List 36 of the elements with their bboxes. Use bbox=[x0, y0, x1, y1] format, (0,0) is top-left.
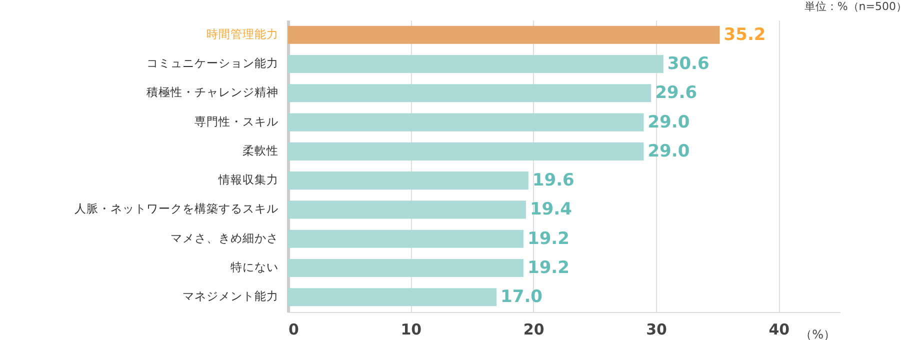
x-tick-label: 0 bbox=[288, 320, 299, 338]
y-tick-label: 特にない bbox=[230, 260, 278, 274]
bar bbox=[288, 230, 524, 248]
y-tick-label: 時間管理能力 bbox=[206, 26, 278, 41]
bar bbox=[288, 258, 524, 278]
y-tick-label: マメさ、きめ細かさ bbox=[170, 230, 278, 245]
data-label: 30.6 bbox=[667, 54, 710, 74]
data-label: 29.0 bbox=[648, 141, 690, 162]
x-tick-label: 10 bbox=[400, 320, 422, 338]
bar bbox=[288, 172, 528, 190]
x-tick-label: 30 bbox=[646, 320, 667, 338]
data-label: 29.0 bbox=[648, 112, 690, 132]
data-label: 29.6 bbox=[655, 83, 698, 104]
x-tick-label: 40 bbox=[768, 320, 790, 338]
y-tick-label: 専門性・スキル bbox=[194, 114, 278, 128]
text: 単位：%（n=500） bbox=[804, 0, 907, 13]
y-tick-label: マネジメント能力 bbox=[182, 289, 278, 304]
bar bbox=[288, 54, 664, 74]
data-label: 19.4 bbox=[530, 200, 572, 220]
bar bbox=[288, 142, 644, 160]
x-tick-label: 20 bbox=[523, 320, 544, 338]
data-label: 17.0 bbox=[500, 287, 543, 308]
data-label: 19.2 bbox=[528, 258, 570, 278]
bar bbox=[288, 288, 497, 306]
y-tick-label: 人脈・ネットワークを構築するスキル bbox=[74, 202, 278, 216]
data-label: 19.6 bbox=[532, 170, 574, 191]
y-tick-label: コミュニケーション能力 bbox=[146, 56, 278, 70]
bar bbox=[288, 84, 652, 102]
data-label: 19.2 bbox=[528, 228, 570, 249]
y-tick-label: 柔軟性 bbox=[242, 143, 278, 158]
bar bbox=[288, 113, 644, 132]
bar bbox=[288, 26, 720, 44]
y-tick-label: 情報収集力 bbox=[218, 172, 278, 187]
bar bbox=[288, 200, 526, 219]
y-tick-label: 積極性・チャレンジ精神 bbox=[146, 85, 278, 100]
data-label: 35.2 bbox=[724, 24, 766, 45]
